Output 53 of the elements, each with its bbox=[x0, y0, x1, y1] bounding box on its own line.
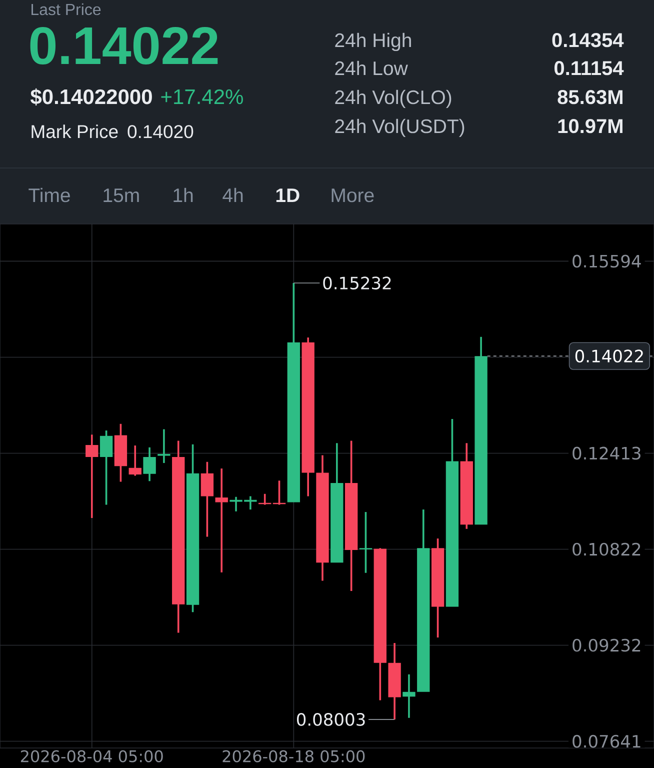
text: Last Price bbox=[32, 3, 101, 16]
candlestick bbox=[374, 548, 386, 700]
text: 0.11154 bbox=[554, 61, 624, 76]
y-tick-label: 0.09232 bbox=[572, 638, 640, 652]
candlestick bbox=[330, 443, 344, 563]
candlestick bbox=[316, 455, 329, 581]
y-tick-label: 0.10822 bbox=[572, 542, 640, 556]
candlestick bbox=[460, 443, 473, 529]
candlestick bbox=[417, 510, 430, 692]
text: 24h High bbox=[335, 32, 411, 52]
text: 24h Vol(USDT) bbox=[335, 118, 464, 138]
text: 1D bbox=[276, 188, 300, 202]
text: 24h Vol(CLO) bbox=[335, 90, 452, 108]
text: 24h Low bbox=[335, 60, 408, 76]
text: 0.14022 bbox=[30, 26, 218, 65]
text: Mark Price bbox=[32, 124, 118, 138]
text: 10.97M bbox=[558, 119, 622, 134]
y-tick-label: 0.07641 bbox=[572, 734, 640, 748]
candlestick bbox=[431, 538, 444, 638]
annotation: 0.15232 bbox=[323, 276, 391, 290]
x-tick-label: 2026-08-18 05:00 bbox=[222, 750, 365, 762]
candlestick bbox=[186, 444, 200, 612]
text: 4h bbox=[222, 188, 243, 202]
text: $0.14022000 bbox=[30, 88, 152, 106]
candlestick bbox=[114, 424, 128, 482]
y-tick-label: 0.12413 bbox=[572, 446, 640, 460]
candlestick bbox=[388, 642, 401, 720]
text: 85.63M bbox=[558, 90, 622, 104]
annotation: 0.08003 bbox=[296, 713, 365, 726]
text: Time bbox=[28, 188, 70, 202]
text: 0.14354 bbox=[552, 33, 624, 48]
candlestick bbox=[302, 337, 314, 496]
candlestick bbox=[86, 434, 98, 518]
x-tick-label: 2026-08-04 05:00 bbox=[20, 750, 163, 762]
text: 15m bbox=[104, 188, 139, 202]
text: 0.14020 bbox=[128, 125, 194, 138]
candlestick bbox=[200, 462, 214, 537]
candlestick bbox=[344, 440, 358, 592]
candlestick bbox=[172, 440, 185, 633]
candlestick bbox=[128, 446, 142, 476]
candlestick bbox=[287, 283, 300, 502]
text: More bbox=[332, 188, 374, 202]
y-tick-label: 0.15594 bbox=[572, 254, 641, 268]
candlestick bbox=[446, 418, 459, 607]
candlestick bbox=[402, 674, 416, 718]
candlestick bbox=[215, 468, 228, 572]
text: +17.42% bbox=[161, 89, 243, 104]
candlestick bbox=[158, 429, 170, 464]
candlestick bbox=[474, 336, 488, 525]
text: 1h bbox=[174, 188, 193, 202]
candlestick bbox=[100, 430, 113, 505]
ref-line-label: 0.14022 bbox=[575, 350, 643, 363]
candlestick bbox=[143, 447, 156, 482]
